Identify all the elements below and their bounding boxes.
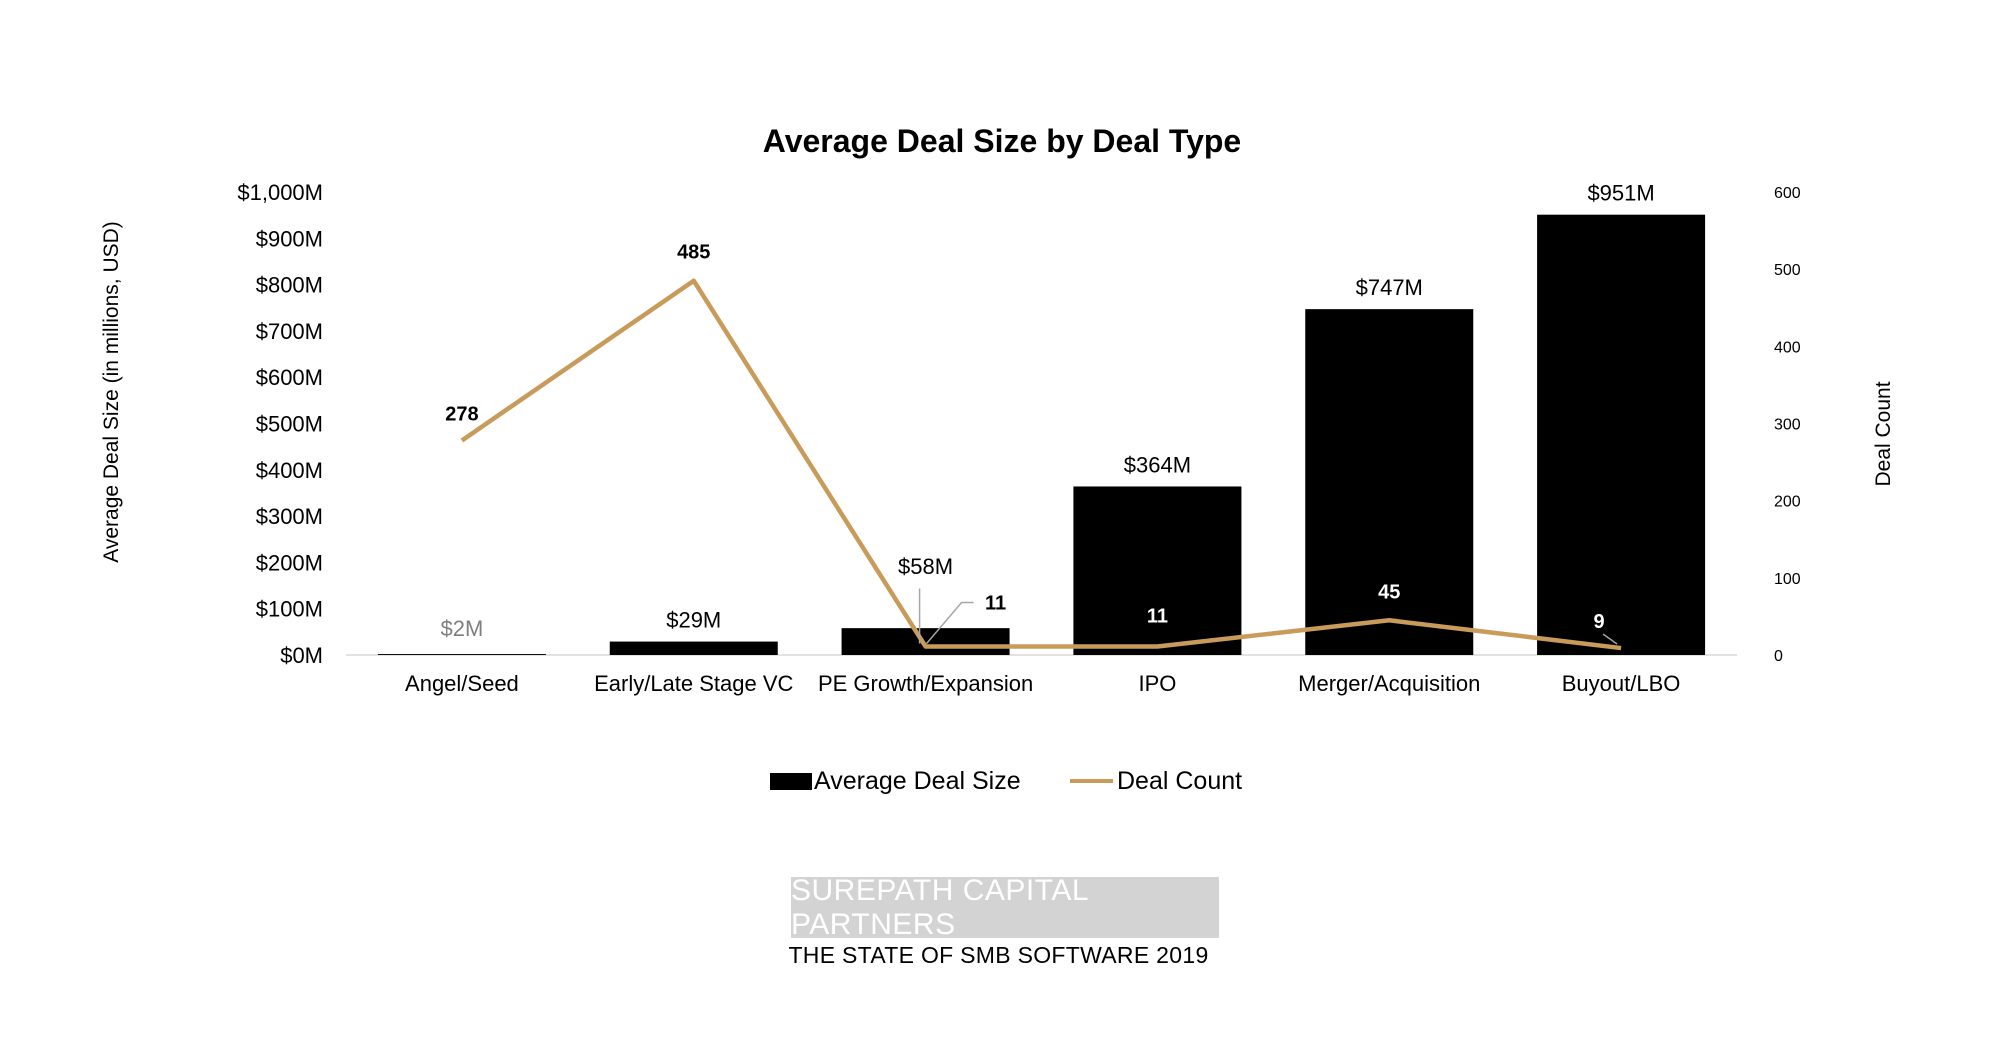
- legend-label-deal-count: Deal Count: [1117, 767, 1242, 795]
- bar-value-label: $364M: [1124, 452, 1191, 477]
- bar-ipo: [1073, 486, 1242, 655]
- bar-buyout-lbo: [1537, 214, 1706, 655]
- y-tick-label: $700M: [256, 319, 323, 344]
- y-tick-label: $0M: [280, 643, 323, 668]
- bar-value-label: $29M: [666, 608, 721, 633]
- bar-value-label: $2M: [441, 616, 484, 641]
- legend: Average Deal Size Deal Count: [770, 767, 1242, 795]
- y-tick-label: $300M: [256, 504, 323, 529]
- y2-tick-label: 100: [1774, 571, 1801, 588]
- y2-tick-label: 200: [1774, 494, 1801, 511]
- bar-angel-seed: [377, 654, 546, 655]
- y2-axis-title: Deal Count: [1872, 381, 1895, 486]
- line-value-label: 9: [1594, 611, 1605, 633]
- y-tick-label: $500M: [256, 412, 323, 437]
- legend-label-average-deal-size: Average Deal Size: [814, 767, 1021, 795]
- y2-tick-label: 600: [1774, 185, 1801, 202]
- x-tick-label: IPO: [1138, 671, 1176, 696]
- bar-value-label: $58M: [898, 554, 953, 579]
- y-tick-label: $400M: [256, 458, 323, 483]
- line-value-label: 278: [445, 403, 478, 425]
- bar-early-late-stage-vc: [609, 641, 778, 655]
- bar-value-label: $747M: [1356, 275, 1423, 300]
- report-subtitle: THE STATE OF SMB SOFTWARE 2019: [788, 942, 1209, 968]
- y-axis-title: Average Deal Size (in millions, USD): [100, 221, 123, 563]
- y2-tick-label: 500: [1774, 262, 1801, 279]
- y-tick-label: $800M: [256, 273, 323, 298]
- x-tick-label: Early/Late Stage VC: [594, 671, 793, 696]
- brand-name: SUREPATH CAPITAL PARTNERS: [791, 873, 1088, 941]
- callout-leader-line: [926, 601, 974, 644]
- chart-title: Average Deal Size by Deal Type: [763, 123, 1241, 159]
- bar-value-label: $951M: [1587, 181, 1654, 206]
- callout-leader-buyout: [1602, 633, 1618, 645]
- bar-pe-growth-expansion: [841, 628, 1010, 655]
- line-value-label: 485: [677, 242, 710, 264]
- y2-tick-label: 400: [1774, 339, 1801, 356]
- y-tick-label: $200M: [256, 550, 323, 575]
- y-tick-label: $900M: [256, 226, 323, 251]
- x-tick-label: Merger/Acquisition: [1298, 671, 1480, 696]
- y-tick-label: $600M: [256, 365, 323, 390]
- x-tick-label: Angel/Seed: [405, 671, 519, 696]
- line-value-label: 11: [1147, 606, 1168, 628]
- y2-tick-label: 300: [1774, 417, 1801, 434]
- y-tick-label: $100M: [256, 597, 323, 622]
- brand-banner: SUREPATH CAPITAL PARTNERS: [791, 874, 1219, 941]
- bar-merger-acquisition: [1305, 309, 1474, 655]
- legend-swatch-average-deal-size: [770, 773, 812, 790]
- line-value-label: 45: [1378, 581, 1400, 603]
- deal-count-line: [460, 278, 1622, 651]
- x-tick-label: Buyout/LBO: [1562, 671, 1681, 696]
- x-tick-label: PE Growth/Expansion: [818, 671, 1033, 696]
- y2-tick-label: 0: [1774, 648, 1783, 665]
- y-tick-label: $1,000M: [237, 180, 323, 205]
- line-value-label: 11: [985, 593, 1006, 615]
